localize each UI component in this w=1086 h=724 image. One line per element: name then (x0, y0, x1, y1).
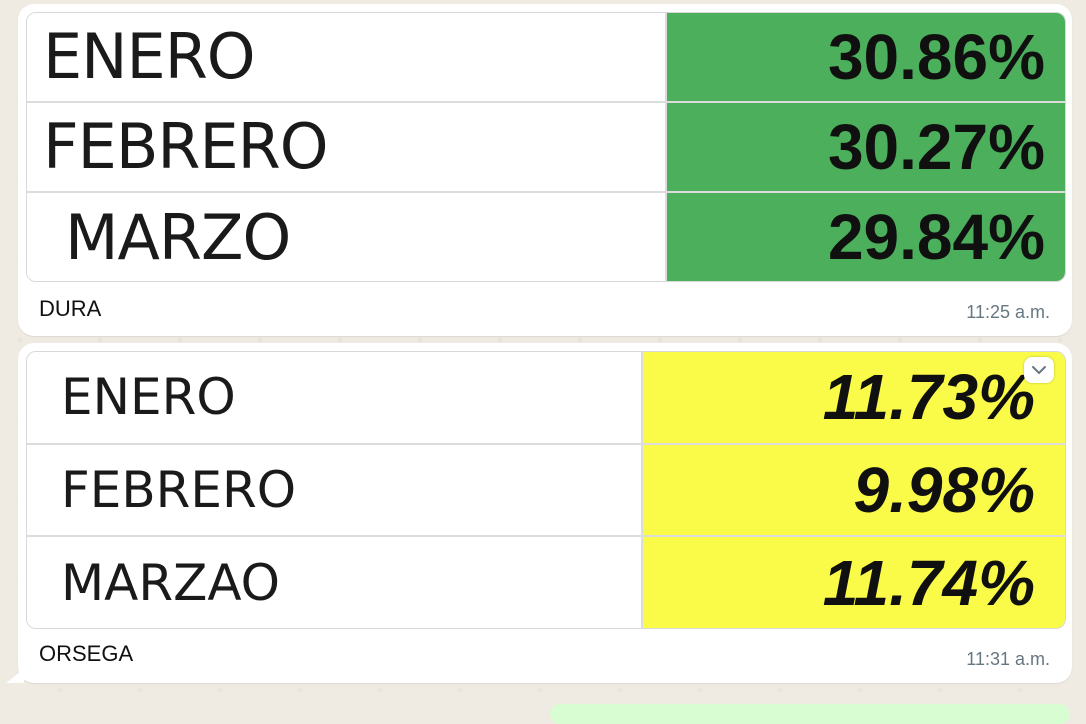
percent-cell: 11.74% (642, 536, 1065, 628)
month-cell: FEBRERO (27, 101, 667, 194)
bubble-tail (6, 669, 24, 683)
month-cell: ENERO (27, 352, 643, 445)
message-caption: ORSEGA (39, 641, 134, 666)
chevron-down-icon[interactable] (1024, 357, 1054, 383)
message-image[interactable]: ENERO 11.73% FEBRERO 9.98% MARZAO 11.74% (26, 351, 1066, 629)
message-image[interactable]: ENERO 30.86% FEBRERO 30.27% MARZO 29.84% (26, 12, 1066, 282)
month-cell: MARZAO (27, 536, 643, 628)
percent-cell: 9.98% (642, 443, 1065, 538)
percent-cell: 29.84% (666, 192, 1065, 281)
percent-cell: 11.73% (642, 352, 1065, 445)
table-row: FEBRERO 30.27% (27, 101, 1065, 194)
message-bubble[interactable]: ENERO 11.73% FEBRERO 9.98% MARZAO 11.74%… (6, 343, 1072, 683)
month-cell: ENERO (27, 13, 667, 103)
month-cell: FEBRERO (27, 443, 643, 538)
spreadsheet-table: ENERO 11.73% FEBRERO 9.98% MARZAO 11.74% (27, 352, 1065, 628)
table-row: MARZAO 11.74% (27, 536, 1065, 628)
table-row: ENERO 30.86% (27, 13, 1065, 103)
table-row: ENERO 11.73% (27, 352, 1065, 445)
month-cell: MARZO (27, 192, 667, 281)
message-bubble[interactable]: ENERO 30.86% FEBRERO 30.27% MARZO 29.84%… (18, 4, 1072, 336)
next-message-bubble[interactable] (550, 704, 1070, 724)
table-row: MARZO 29.84% (27, 192, 1065, 281)
percent-cell: 30.86% (666, 13, 1065, 103)
message-timestamp: 11:25 a.m. (966, 302, 1050, 322)
percent-cell: 30.27% (666, 101, 1065, 194)
table-row: FEBRERO 9.98% (27, 443, 1065, 538)
message-caption: DURA (39, 296, 102, 321)
spreadsheet-table: ENERO 30.86% FEBRERO 30.27% MARZO 29.84% (27, 13, 1065, 281)
message-timestamp: 11:31 a.m. (966, 649, 1050, 669)
